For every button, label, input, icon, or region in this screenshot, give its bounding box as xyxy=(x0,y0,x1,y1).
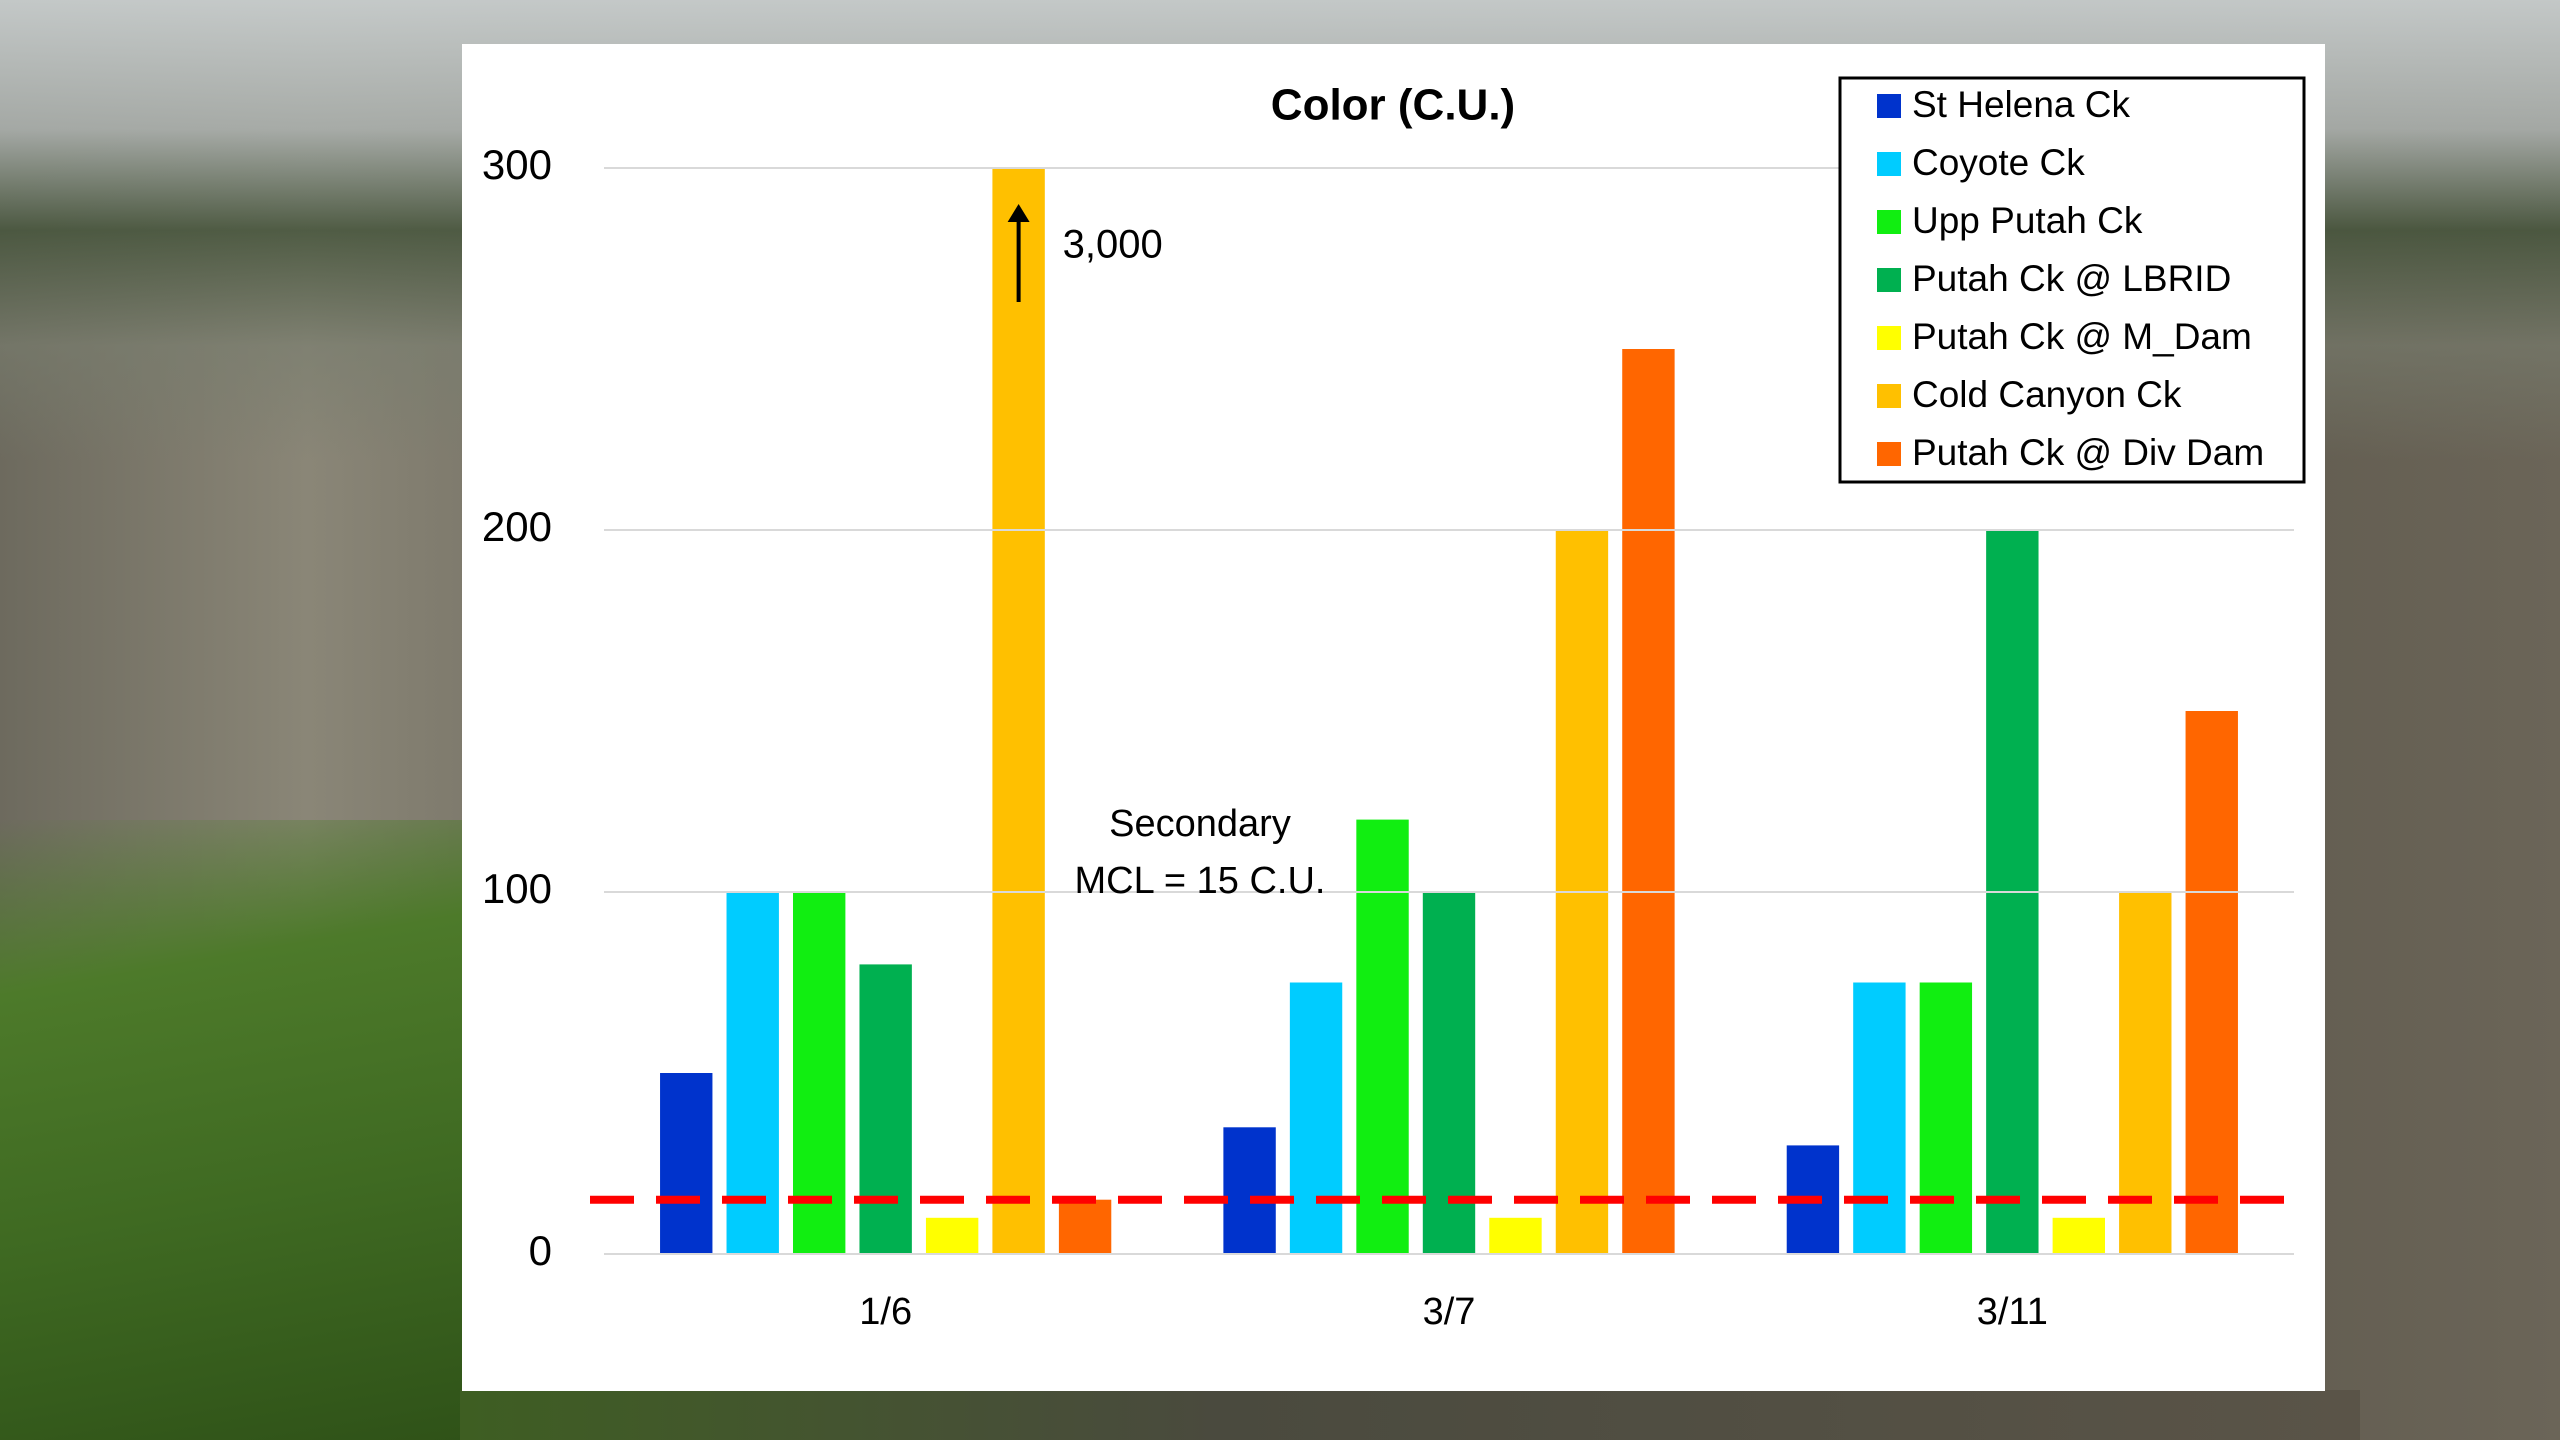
bar xyxy=(726,892,779,1254)
y-tick-label: 300 xyxy=(482,141,552,188)
x-tick-label: 1/6 xyxy=(859,1291,912,1333)
reference-label: Secondary xyxy=(1109,803,1291,845)
bar xyxy=(1622,349,1675,1254)
bar xyxy=(2052,1217,2106,1254)
y-tick-label: 0 xyxy=(529,1227,552,1274)
bar xyxy=(1289,982,1343,1254)
chart-title: Color (C.U.) xyxy=(1271,81,1515,130)
bar xyxy=(1223,1127,1276,1254)
legend-swatch xyxy=(1877,268,1901,292)
shore xyxy=(460,1390,2360,1440)
bar xyxy=(792,892,846,1254)
legend-label: Putah Ck @ M_Dam xyxy=(1912,316,2252,357)
bar xyxy=(2185,711,2238,1254)
bar xyxy=(925,1217,979,1254)
bar xyxy=(1919,982,1973,1254)
x-tick-label: 3/7 xyxy=(1423,1291,1476,1333)
legend-label: Cold Canyon Ck xyxy=(1912,374,2182,415)
legend-box xyxy=(1838,76,2306,484)
bar xyxy=(859,964,912,1254)
legend-swatch xyxy=(1877,384,1901,408)
bar xyxy=(1489,1217,1542,1254)
y-tick-label: 200 xyxy=(482,503,552,550)
y-tick-label: 100 xyxy=(482,865,552,912)
value-label: 3,000 xyxy=(1063,223,1163,267)
annotation-arrowhead xyxy=(1007,204,1030,222)
bar xyxy=(992,168,1045,1254)
legend-swatch xyxy=(1877,152,1901,176)
legend-swatch xyxy=(1877,326,1901,350)
legend-label: St Helena Ck xyxy=(1912,84,2130,125)
bar xyxy=(2119,892,2172,1254)
reference-label: MCL = 15 C.U. xyxy=(1075,860,1326,902)
bar xyxy=(660,1073,713,1254)
legend-swatch xyxy=(1877,442,1901,466)
legend-swatch xyxy=(1877,210,1901,234)
x-tick-label: 3/11 xyxy=(1977,1291,2048,1333)
legend-label: Putah Ck @ Div Dam xyxy=(1912,432,2264,473)
grass-bank xyxy=(0,820,480,1440)
legend-label: Coyote Ck xyxy=(1912,142,2085,183)
legend-swatch xyxy=(1877,94,1901,118)
bar xyxy=(1422,892,1476,1254)
bar xyxy=(1356,819,1409,1254)
bar xyxy=(1058,1199,1112,1254)
bar xyxy=(1853,982,1906,1254)
legend-label: Putah Ck @ LBRID xyxy=(1912,258,2231,299)
legend-label: Upp Putah Ck xyxy=(1912,200,2143,241)
